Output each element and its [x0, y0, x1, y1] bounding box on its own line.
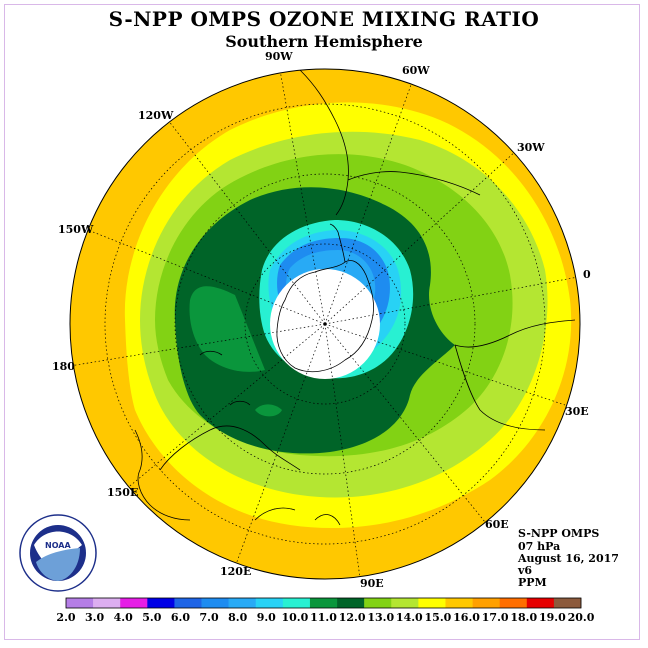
contour-10-11-b	[255, 404, 282, 417]
lon-label-30e: 30E	[565, 405, 589, 418]
colorbar-tick-label: 4.0	[114, 611, 133, 624]
colorbar-swatch	[201, 598, 229, 608]
colorbar-tick-label: 10.0	[281, 611, 308, 624]
colorbar-tick-label: 17.0	[482, 611, 509, 624]
africa-tip	[454, 319, 576, 348]
colorbar-tick-label: 3.0	[85, 611, 104, 624]
colorbar-tick-label: 19.0	[539, 611, 566, 624]
colorbar-swatch	[526, 598, 555, 608]
colorbar-tick-label: 2.0	[56, 611, 75, 624]
antarctic-peninsula	[329, 223, 346, 263]
colorbar-swatch	[445, 598, 473, 608]
globe-outline	[69, 68, 581, 580]
colorbar-tick-label: 11.0	[310, 611, 337, 624]
graticule	[70, 69, 579, 579]
colorbar-swatch	[93, 598, 121, 608]
lon-label-30w: 30W	[517, 141, 545, 154]
info-units: PPM	[518, 576, 547, 589]
australia-coast	[159, 425, 301, 471]
colorbar-tick-label: 9.0	[257, 611, 276, 624]
map-title: S-NPP OMPS OZONE MIXING RATIO	[108, 7, 540, 31]
south-pole-marker	[323, 322, 327, 326]
colorbar-swatch	[499, 598, 528, 608]
lon-label-150w: 150W	[58, 223, 94, 236]
info-instrument: S-NPP OMPS	[518, 527, 600, 540]
lon-label-60e: 60E	[485, 518, 509, 531]
info-version: v6	[518, 564, 533, 577]
noaa-logo-text: NOAA	[45, 541, 71, 550]
colorbar-tick-label: 20.0	[568, 611, 595, 624]
colorbar-swatch	[66, 598, 94, 608]
image-frame	[4, 4, 640, 640]
colorbar: 2.0 3.0 4.0 5.0 6.0 7.0 8.0 9.0 10.0 11.0 12.0 13.0…	[56, 597, 595, 624]
info-pressure: 07 hPa	[518, 540, 561, 553]
map-subtitle: Southern Hemisphere	[225, 32, 423, 51]
colorbar-tick-label: 6.0	[171, 611, 190, 624]
colorbar-tick-label: 13.0	[367, 611, 394, 624]
colorbar-swatch	[472, 598, 500, 608]
antarctica-coast	[276, 260, 374, 373]
colorbar-swatch	[364, 598, 392, 608]
colorbar-tick-label: 16.0	[453, 611, 480, 624]
colorbar-swatch	[255, 598, 284, 608]
info-date: August 16, 2017	[518, 552, 619, 565]
colorbar-swatch	[418, 598, 446, 608]
colorbar-swatch	[337, 598, 365, 608]
colorbar-swatch	[228, 598, 257, 608]
colorbar-tick-label: 15.0	[425, 611, 452, 624]
indonesia-coast	[134, 429, 191, 521]
lon-label-120e: 120E	[220, 565, 251, 578]
colorbar-swatch	[120, 598, 148, 608]
africa-coast-b	[454, 344, 546, 431]
colorbar-tick-label: 14.0	[396, 611, 423, 624]
colorbar-tick-label: 7.0	[199, 611, 218, 624]
colorbar-swatch	[553, 598, 582, 608]
lon-label-150e: 150E	[107, 486, 138, 499]
lon-label-180: 180	[52, 360, 75, 373]
coastlines	[134, 69, 576, 526]
colorbar-swatch	[282, 598, 311, 608]
lon-label-90w: 90W	[265, 50, 293, 63]
colorbar-tick-label: 5.0	[142, 611, 161, 624]
colorbar-swatch	[174, 598, 202, 608]
new-zealand	[199, 350, 251, 406]
noaa-logo: NOAA	[19, 514, 97, 592]
lon-label-90e: 90E	[360, 577, 384, 590]
contour-10-11	[189, 286, 265, 372]
lon-label-120w: 120W	[138, 109, 174, 122]
colorbar-tick-label: 8.0	[228, 611, 247, 624]
islands-east	[254, 507, 341, 526]
colorbar-swatch	[391, 598, 419, 608]
south-america-coast	[299, 69, 481, 216]
lon-label-0: 0	[583, 268, 591, 281]
lon-label-60w: 60W	[402, 64, 430, 77]
colorbar-swatch	[147, 598, 175, 608]
colorbar-tick-label: 18.0	[510, 611, 537, 624]
colorbar-swatch	[309, 598, 338, 608]
colorbar-tick-label: 12.0	[339, 611, 366, 624]
colorbar-outline	[65, 597, 582, 609]
